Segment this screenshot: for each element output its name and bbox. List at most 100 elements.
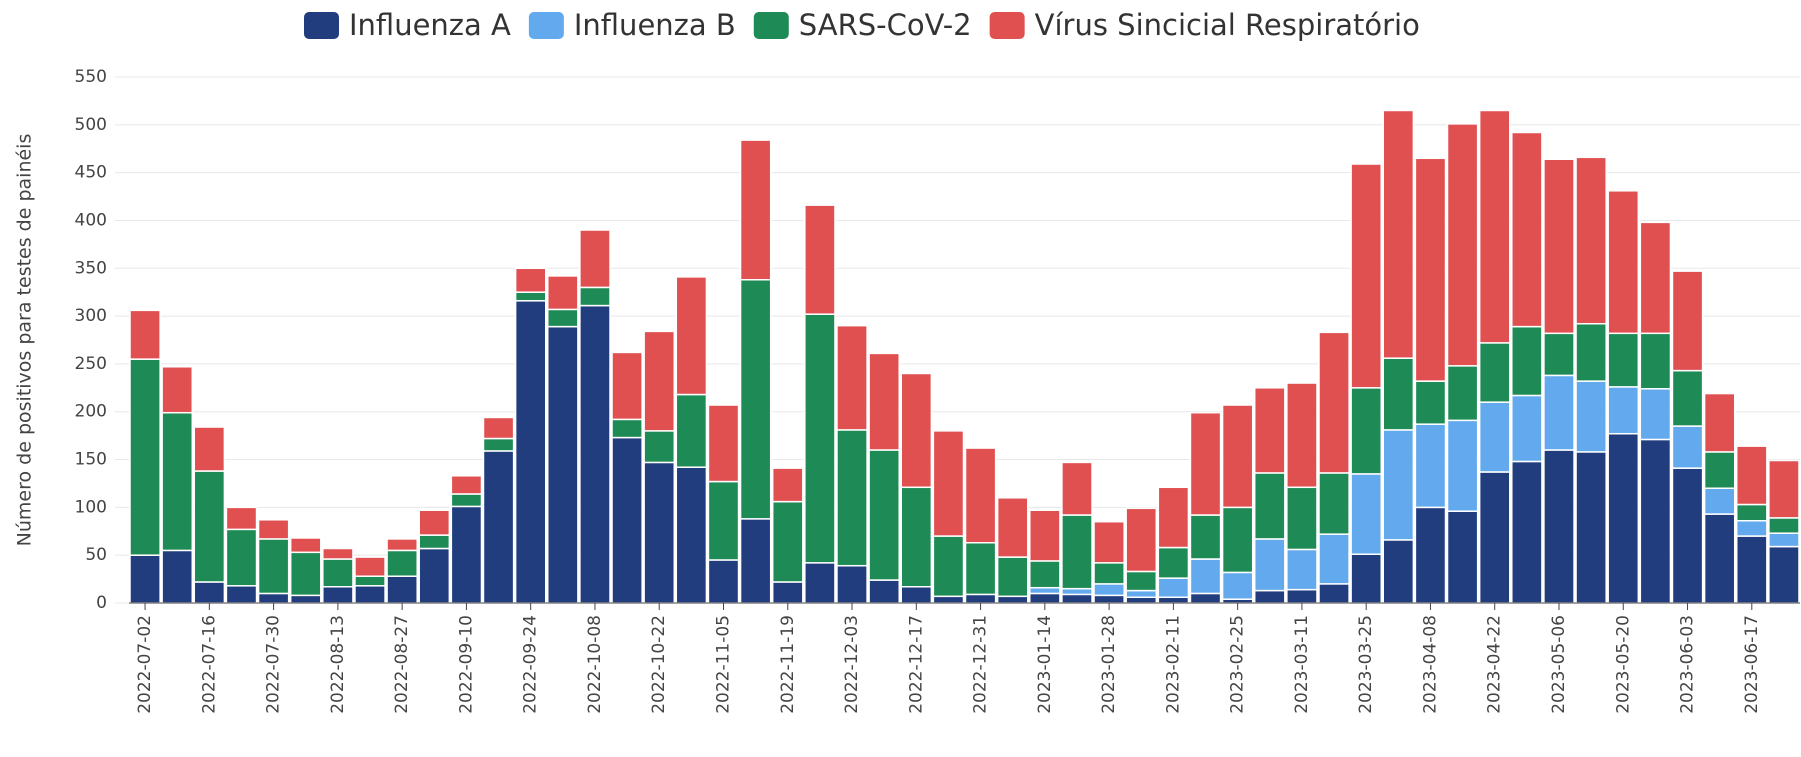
x-tick-label: 2023-01-14 <box>1035 615 1055 714</box>
x-tick-label: 2022-08-27 <box>392 615 412 714</box>
bar-segment <box>1093 562 1125 585</box>
bar-segment <box>675 466 708 604</box>
bar-segment <box>1511 460 1543 604</box>
bar-segment <box>707 480 740 561</box>
bar-segment <box>1768 532 1800 548</box>
bar-segment <box>1093 583 1125 597</box>
bar-segment <box>1671 369 1704 427</box>
x-tick-label: 2022-10-22 <box>649 615 669 714</box>
bar-segment <box>1093 520 1125 564</box>
bar-segment <box>1318 331 1350 474</box>
bar-segment <box>1286 486 1318 551</box>
bar-segment <box>1350 163 1382 389</box>
bar-segment <box>514 291 547 302</box>
bar-segment <box>257 519 290 540</box>
x-tick-label: 2022-09-10 <box>456 615 476 714</box>
x-tick-label: 2023-06-03 <box>1678 615 1698 714</box>
x-tick-label: 2023-04-08 <box>1420 615 1440 714</box>
x-tick-label: 2023-02-11 <box>1163 615 1183 714</box>
bar-segment <box>932 535 965 598</box>
bar-segment <box>707 559 740 604</box>
bar-segment <box>739 139 772 281</box>
bar-segment <box>804 313 836 564</box>
x-tick-label: 2022-09-24 <box>521 615 541 714</box>
bar-segment <box>1414 506 1447 604</box>
x-tick-label: 2022-12-31 <box>971 615 991 714</box>
bar-segment <box>868 449 900 581</box>
bar-segment <box>900 372 933 489</box>
bar-segment <box>193 426 226 472</box>
y-tick-label: 500 <box>75 115 107 135</box>
legend-label: Influenza A <box>349 8 511 42</box>
bar-segment <box>1768 517 1800 534</box>
x-tick-label: 2023-01-28 <box>1099 615 1119 714</box>
bar-segment <box>1607 332 1640 388</box>
bar-segment <box>1543 158 1575 335</box>
bar-segment <box>386 575 418 604</box>
y-tick-label: 250 <box>75 354 107 374</box>
bar-segment <box>1189 592 1222 604</box>
bar-segment <box>1318 533 1350 585</box>
legend-label: Influenza B <box>574 8 736 42</box>
bar-segment <box>354 556 386 577</box>
bar-segment <box>1253 472 1286 540</box>
bar-segment <box>1446 510 1479 604</box>
bar-segment <box>964 541 997 596</box>
y-tick-label: 150 <box>75 450 107 470</box>
bar-segment <box>547 325 579 604</box>
bar-segment <box>257 538 290 595</box>
bar-segment <box>1157 577 1190 599</box>
bar-segment <box>1221 404 1254 509</box>
bar-segment <box>804 562 836 604</box>
x-tick-label: 2022-08-13 <box>328 615 348 714</box>
bar-segment <box>1735 520 1768 537</box>
bar-segment <box>1286 548 1318 591</box>
bar-segment <box>322 558 354 588</box>
x-tick-label: 2022-12-03 <box>842 615 862 714</box>
bar-segment <box>193 470 226 583</box>
bar-segment <box>450 475 483 495</box>
bar-segment <box>1221 571 1254 600</box>
bar-segment <box>1478 471 1511 604</box>
y-tick-label: 400 <box>75 210 107 230</box>
bar-segment <box>289 537 322 554</box>
bar-segment <box>161 366 194 414</box>
bar-segment <box>1157 486 1190 549</box>
bar-segment <box>1735 503 1768 522</box>
bar-segment <box>322 585 354 604</box>
bar-segment <box>1703 513 1736 604</box>
bar-segment <box>1350 387 1382 475</box>
bar-segment <box>1511 131 1543 328</box>
bar-segment <box>1382 109 1415 359</box>
bar-segment <box>707 404 740 483</box>
bar-segment <box>1350 553 1382 604</box>
bar-segment <box>771 581 804 604</box>
bar-segment <box>643 330 676 432</box>
legend-label: Vírus Sincicial Respiratório <box>1035 8 1420 42</box>
legend-swatch <box>528 12 564 39</box>
bar-segment <box>771 467 804 503</box>
bar-segment <box>450 505 483 604</box>
bar-segment <box>386 538 418 552</box>
bar-segment <box>386 549 418 577</box>
y-tick-label: 100 <box>75 497 107 517</box>
bar-segment <box>1639 221 1672 335</box>
bar-segment <box>579 304 611 604</box>
bar-segment <box>932 430 965 537</box>
bar-segment <box>1189 558 1222 595</box>
x-tick-label: 2022-11-19 <box>778 615 798 714</box>
bar-segment <box>1125 589 1158 599</box>
bar-segment <box>354 585 386 604</box>
bar-segment <box>257 592 290 604</box>
bar-segment <box>611 436 643 604</box>
bar-segment <box>579 229 611 289</box>
bar-segment <box>739 278 772 520</box>
bar-segment <box>1029 509 1061 562</box>
x-tick-label: 2023-06-17 <box>1742 615 1762 714</box>
bar-segment <box>1446 365 1479 422</box>
bar-segment <box>1543 374 1575 451</box>
bar-segment <box>1125 596 1158 604</box>
bar-segment <box>611 351 643 421</box>
bar-segment <box>225 506 258 531</box>
bar-segment <box>1061 587 1093 596</box>
